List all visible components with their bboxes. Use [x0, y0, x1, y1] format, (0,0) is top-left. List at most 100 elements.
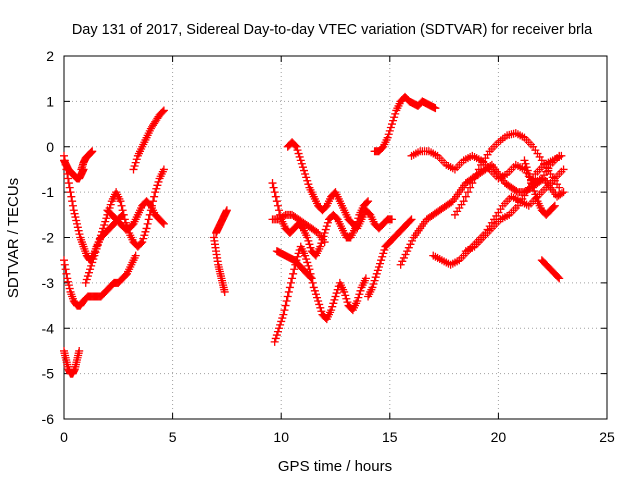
data-point: [304, 261, 313, 270]
data-point: [75, 346, 84, 355]
data-point: [271, 334, 280, 343]
data-point: [90, 251, 99, 260]
data-point: [93, 241, 102, 250]
data-point: [361, 274, 370, 283]
data-point: [323, 218, 332, 227]
data-point: [330, 295, 339, 304]
data-point: [99, 224, 108, 233]
data-point: [73, 223, 82, 232]
data-point: [298, 163, 307, 172]
series-s24: [537, 256, 564, 283]
data-point: [295, 152, 304, 161]
data-point: [141, 227, 150, 236]
data-point: [303, 258, 312, 267]
y-tick-label: 0: [46, 139, 54, 155]
series-s4: [60, 346, 84, 378]
data-point: [371, 273, 380, 282]
data-point: [398, 257, 407, 266]
data-point: [396, 260, 405, 269]
x-axis-label: GPS time / hours: [278, 458, 392, 475]
data-point: [60, 156, 69, 165]
data-point: [283, 292, 292, 301]
data-point: [282, 297, 291, 306]
data-point: [273, 201, 282, 210]
data-point: [310, 286, 319, 295]
data-point: [376, 259, 385, 268]
data-point: [158, 218, 167, 227]
data-point: [305, 240, 314, 249]
data-point: [474, 165, 483, 174]
data-point: [528, 180, 537, 189]
data-point: [522, 188, 531, 197]
data-point: [401, 250, 410, 259]
data-point: [311, 290, 320, 299]
data-point: [408, 236, 417, 245]
series-s16: [364, 215, 416, 301]
series-s6: [81, 165, 168, 287]
data-point: [332, 289, 341, 298]
data-point: [377, 256, 386, 265]
data-point: [277, 317, 286, 326]
data-point: [303, 233, 312, 242]
data-point: [554, 273, 563, 282]
data-point: [70, 209, 79, 218]
y-tick-label: -1: [42, 184, 55, 200]
data-point: [309, 283, 318, 292]
data-point: [292, 142, 301, 151]
data-point: [559, 165, 568, 174]
data-point: [297, 159, 306, 168]
data-point: [275, 324, 284, 333]
data-point: [522, 163, 531, 172]
data-point: [320, 238, 329, 247]
x-tick-label: 5: [169, 429, 177, 445]
data-point: [313, 293, 322, 302]
data-point: [315, 300, 324, 309]
data-point: [130, 162, 139, 171]
data-point: [354, 293, 363, 302]
data-point: [364, 197, 373, 206]
series-s23: [520, 156, 559, 219]
data-point: [316, 303, 325, 312]
data-point: [284, 287, 293, 296]
data-point: [142, 224, 151, 233]
data-point: [94, 238, 103, 247]
data-point: [385, 126, 394, 135]
data-point: [459, 197, 468, 206]
data-point: [98, 227, 107, 236]
series-s21: [450, 129, 564, 219]
data-point: [81, 278, 90, 287]
data-point: [288, 274, 297, 283]
data-point: [369, 280, 378, 289]
data-point: [269, 183, 278, 192]
data-point: [524, 169, 533, 178]
data-point: [131, 158, 140, 167]
data-point: [64, 281, 73, 290]
data-point: [64, 174, 73, 183]
data-point: [281, 301, 290, 310]
chart-title: Day 131 of 2017, Sidereal Day-to-day VTE…: [72, 22, 593, 38]
data-point: [74, 226, 83, 235]
data-point: [273, 327, 282, 336]
data-point: [470, 174, 479, 183]
data-point: [131, 251, 140, 260]
data-point: [525, 173, 534, 182]
x-tick-label: 20: [491, 429, 507, 445]
data-point: [66, 188, 75, 197]
data-point: [301, 251, 310, 260]
data-point: [159, 219, 168, 228]
data-point: [64, 277, 73, 286]
data-point: [529, 183, 538, 192]
data-point: [316, 242, 325, 251]
data-point: [304, 236, 313, 245]
data-point: [322, 222, 331, 231]
data-point: [152, 184, 161, 193]
data-point: [92, 244, 101, 253]
data-point: [158, 107, 167, 116]
series-s8: [129, 106, 168, 174]
data-point: [550, 201, 559, 210]
data-point: [406, 216, 415, 225]
series-s9: [209, 233, 229, 296]
data-point: [86, 265, 95, 274]
x-tick-label: 15: [382, 429, 398, 445]
data-point: [523, 166, 532, 175]
